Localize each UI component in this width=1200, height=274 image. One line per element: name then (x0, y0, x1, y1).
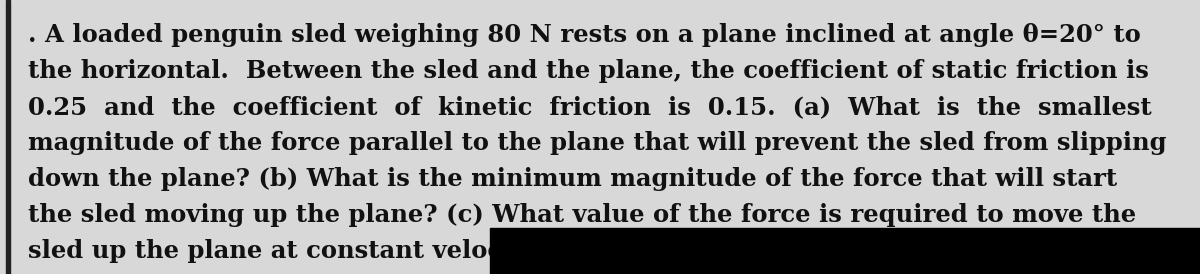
Bar (6, 0, 10, 274)
Bar (490, 228, 1200, 274)
Text: 0.25  and  the  coefficient  of  kinetic  friction  is  0.15.  (a)  What  is  th: 0.25 and the coefficient of kinetic fric… (28, 95, 1152, 119)
Text: down the plane? (b) What is the minimum magnitude of the force that will start: down the plane? (b) What is the minimum … (28, 167, 1117, 191)
Text: magnitude of the force parallel to the plane that will prevent the sled from sli: magnitude of the force parallel to the p… (28, 131, 1166, 155)
Text: the horizontal.  Between the sled and the plane, the coefficient of static frict: the horizontal. Between the sled and the… (28, 59, 1148, 83)
Text: the sled moving up the plane? (c) What value of the force is required to move th: the sled moving up the plane? (c) What v… (28, 203, 1136, 227)
Text: . A loaded penguin sled weighing 80 N rests on a plane inclined at angle θ=20° t: . A loaded penguin sled weighing 80 N re… (28, 23, 1141, 47)
Text: sled up the plane at constant velocity?: sled up the plane at constant velocity? (28, 239, 551, 263)
